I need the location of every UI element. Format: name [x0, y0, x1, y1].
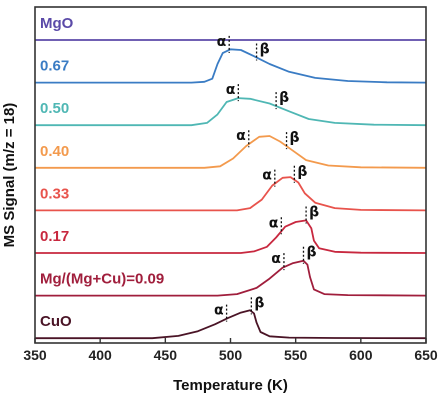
y-axis-title: MS Signal (m/z = 18) — [1, 103, 18, 248]
alpha-label: α — [262, 168, 272, 184]
series-group: CuO α β — [35, 295, 427, 340]
beta-label: β — [260, 42, 270, 58]
series-label: 0.17 — [40, 228, 69, 245]
series-label: CuO — [40, 313, 72, 330]
x-tick-label: 400 — [88, 347, 112, 363]
alpha-label: α — [236, 128, 246, 144]
plot-frame — [34, 6, 427, 344]
beta-label: β — [309, 204, 319, 220]
series-label: 0.50 — [40, 100, 69, 117]
series-line — [35, 219, 427, 254]
series-line — [35, 309, 427, 340]
x-tick-label: 550 — [284, 347, 308, 363]
x-axis-title: Temperature (K) — [173, 377, 288, 394]
beta-label: β — [306, 245, 316, 261]
beta-label: β — [254, 295, 264, 311]
series-group: MgO — [35, 15, 426, 41]
series-line — [35, 135, 427, 169]
series-group: 0.50 α β — [35, 82, 427, 127]
series-group: 0.33 α β — [35, 164, 427, 212]
series-group: 0.17 α β — [35, 204, 427, 254]
series-line — [35, 97, 427, 127]
beta-label: β — [297, 164, 307, 180]
x-tick-label: 350 — [23, 347, 47, 363]
x-tick-label: 650 — [414, 347, 438, 363]
x-tick-label: 500 — [219, 347, 243, 363]
series-label: 0.40 — [40, 143, 69, 160]
x-axis: 350 400 450 500 550 600 650 — [23, 338, 438, 363]
series-group: Mg/(Mg+Cu)=0.09 α β — [35, 245, 427, 297]
alpha-label: α — [269, 215, 279, 231]
alpha-label: α — [217, 34, 227, 50]
alpha-label: α — [226, 82, 236, 98]
series-label: 0.33 — [40, 185, 69, 202]
series-group: 0.40 α β — [35, 128, 427, 169]
beta-label: β — [279, 90, 289, 106]
alpha-label: α — [271, 251, 281, 267]
series-line — [35, 48, 427, 84]
x-tick-label: 600 — [349, 347, 373, 363]
beta-label: β — [290, 130, 300, 146]
series-group: 0.67 α β — [35, 34, 427, 84]
series-label: MgO — [40, 15, 74, 32]
x-tick-label: 450 — [154, 347, 178, 363]
series-label: 0.67 — [40, 58, 69, 75]
series-label: Mg/(Mg+Cu)=0.09 — [40, 271, 164, 288]
series-line — [35, 176, 427, 212]
series-line — [35, 259, 427, 297]
alpha-label: α — [214, 303, 224, 319]
